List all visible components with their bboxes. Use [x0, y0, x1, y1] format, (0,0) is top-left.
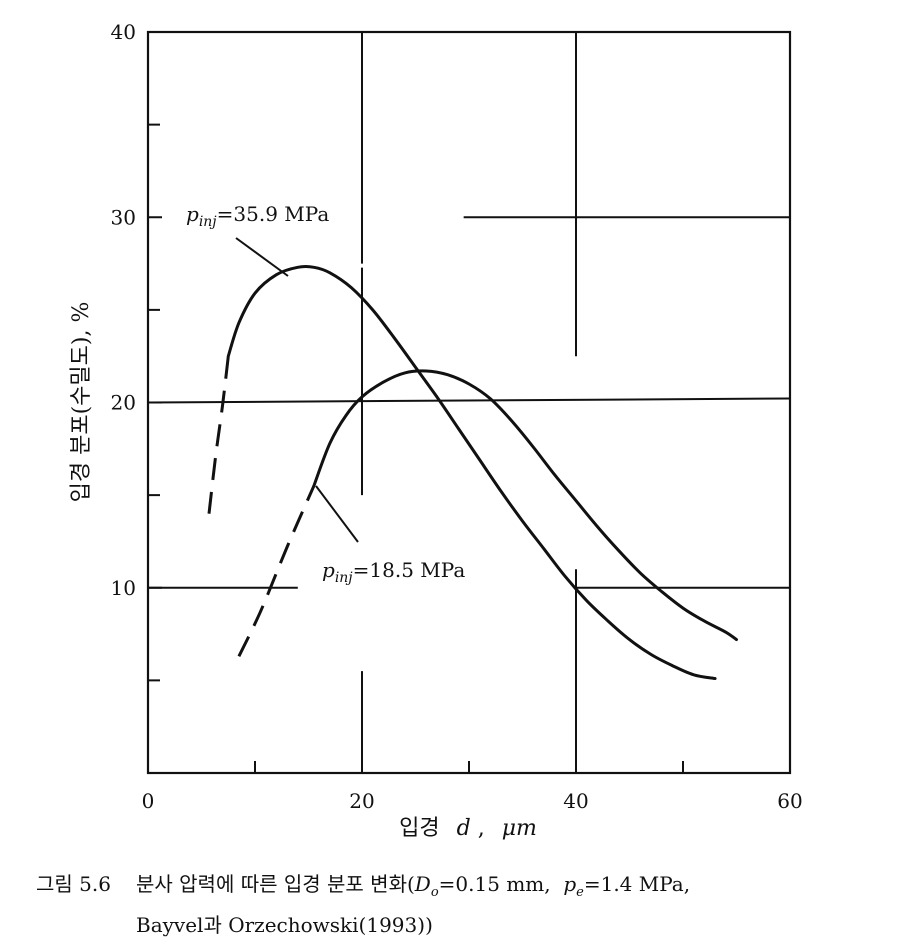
series-label-35-9: pinj=35.9 MPa [186, 202, 329, 230]
grid-lines [147, 32, 791, 773]
caption-text-c: =1.4 MPa, [583, 872, 691, 896]
x-axis-label-unit: μm [502, 816, 537, 841]
series-group [207, 264, 738, 680]
caption-text-b: =0.15 mm, [438, 872, 564, 896]
caption-line-2: Bayvel과 Orzechowski(1993)) [136, 913, 433, 937]
y-tick-label-20: 20 [111, 391, 136, 415]
series-label-18-5: pinj=18.5 MPa [322, 558, 465, 586]
x-tick-label-40: 40 [563, 789, 588, 813]
caption-number: 그림 5.6 [36, 872, 111, 896]
y-tick-label-40: 40 [111, 20, 136, 44]
caption-p-sub: e [576, 885, 584, 900]
leader-line-35-9 [235, 237, 289, 277]
grid-line-horizontal-1 [147, 397, 791, 404]
caption-p-sym: p [563, 872, 577, 896]
axis-ticks [147, 31, 791, 773]
x-tick-label-20: 20 [349, 789, 374, 813]
caption-d-sym: D [414, 872, 431, 896]
series-dashed-extension-1 [237, 485, 316, 657]
y-tick-label-10: 10 [111, 576, 136, 600]
x-tick-label-60: 60 [777, 789, 802, 813]
series-line-1 [312, 369, 738, 642]
figure-caption: 그림 5.6 분사 압력에 따른 입경 분포 변화(Do=0.15 mm, pe=… [36, 868, 886, 941]
x-axis-label-sep: , [478, 816, 485, 841]
x-axis-label-prefix: 입경 [399, 816, 439, 841]
tick-labels: 0 20 40 60 10 20 30 40 [111, 20, 803, 813]
caption-d-sub: o [430, 885, 439, 900]
x-axis-label-var: d [457, 816, 471, 841]
series-dashed-extension-0 [207, 356, 230, 514]
x-axis-label: 입경 d , μm [399, 816, 537, 841]
y-tick-label-30: 30 [111, 205, 136, 229]
leader-line-18-5 [315, 485, 359, 543]
y-axis-label: 입경 분포(수밀도), % [69, 302, 94, 503]
caption-text-a: 분사 압력에 따른 입경 분포 변화( [136, 872, 415, 896]
series-line-0 [226, 264, 717, 680]
x-tick-label-0: 0 [142, 789, 155, 813]
